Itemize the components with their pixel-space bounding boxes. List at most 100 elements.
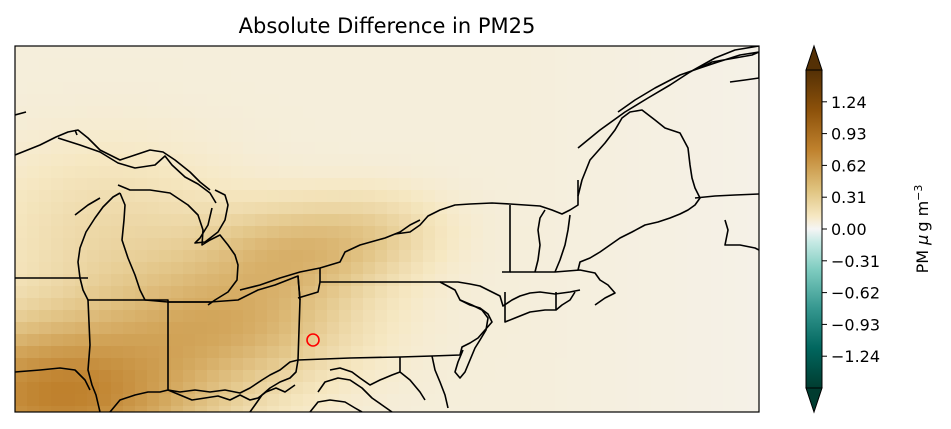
field-cell [447,202,460,215]
field-cell [459,322,472,335]
field-cell [39,106,52,119]
field-cell [111,226,124,239]
field-cell [291,214,304,227]
field-cell [231,82,244,95]
field-cell [39,154,52,167]
field-cell [519,214,532,227]
field-cell [147,250,160,263]
field-cell [495,190,508,203]
field-cell [339,406,352,412]
field-cell [471,58,484,71]
field-cell [267,130,280,143]
field-cell [135,94,148,107]
wisconsin-michigan-shore [15,192,121,301]
field-cell [639,394,652,407]
field-cell [339,190,352,203]
field-cell [195,298,208,311]
colorbar-tick-label: −0.93 [831,315,880,334]
field-cell [51,334,64,347]
field-cell [399,358,412,371]
field-cell [471,154,484,167]
field-cell [639,334,652,347]
field-cell [195,118,208,131]
field-cell [639,154,652,167]
field-cell [591,226,604,239]
field-cell [519,394,532,407]
field-cell [411,334,424,347]
field-cell [111,142,124,155]
field-cell [435,322,448,335]
field-cell [243,238,256,251]
field-cell [99,274,112,287]
field-cell [375,394,388,407]
field-cell [663,334,676,347]
field-cell [135,202,148,215]
field-cell [747,154,759,167]
field-cell [687,274,700,287]
field-cell [171,82,184,95]
field-cell [579,226,592,239]
field-cell [531,154,544,167]
field-cell [459,214,472,227]
field-cell [495,250,508,263]
field-cell [27,82,40,95]
field-cell [351,250,364,263]
field-cell [615,346,628,359]
field-cell [375,262,388,275]
field-cell [219,358,232,371]
field-cell [627,310,640,323]
field-cell [183,142,196,155]
field-cell [231,94,244,107]
field-cell [483,346,496,359]
field-cell [111,118,124,131]
field-cell [663,370,676,383]
field-cell [519,274,532,287]
field-cell [399,46,412,59]
field-cell [231,58,244,71]
field-cell [399,250,412,263]
field-cell [123,166,136,179]
field-cell [111,70,124,83]
field-cell [555,334,568,347]
field-cell [363,322,376,335]
field-cell [399,346,412,359]
field-cell [123,226,136,239]
field-cell [639,370,652,383]
field-cell [747,394,759,407]
field-cell [183,406,196,412]
field-cell [543,166,556,179]
field-cell [639,382,652,395]
field-cell [219,46,232,59]
field-cell [135,346,148,359]
field-cell [483,370,496,383]
field-cell [387,202,400,215]
field-cell [99,358,112,371]
field-cell [255,382,268,395]
field-cell [63,310,76,323]
field-cell [495,82,508,95]
field-cell [75,46,88,59]
field-cell [495,166,508,179]
field-cell [51,82,64,95]
field-cell [15,94,28,107]
field-cell [555,130,568,143]
field-cell [747,262,759,275]
field-cell [39,202,52,215]
field-cell [147,322,160,335]
field-cell [723,190,736,203]
field-cell [135,226,148,239]
field-cell [399,118,412,131]
field-cell [99,370,112,383]
field-cell [375,310,388,323]
field-cell [699,310,712,323]
field-cell [399,190,412,203]
field-cell [555,382,568,395]
field-cell [543,82,556,95]
field-cell [195,106,208,119]
field-cell [327,406,340,412]
field-cell [327,190,340,203]
field-cell [291,190,304,203]
field-cell [411,346,424,359]
field-cell [723,250,736,263]
field-cell [579,346,592,359]
